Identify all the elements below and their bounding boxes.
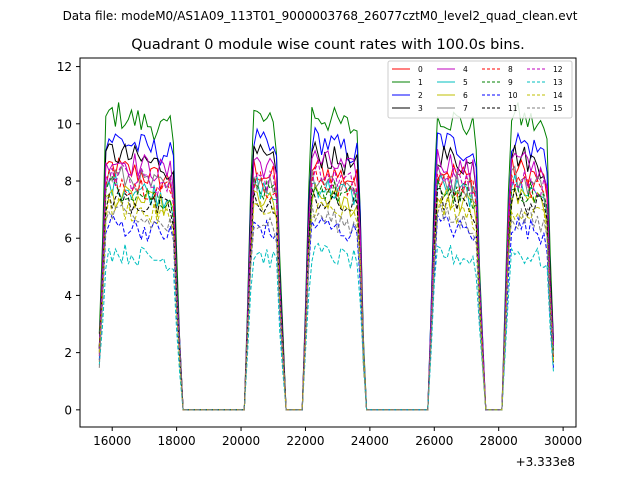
legend-label-9: 9 xyxy=(508,78,513,87)
y-tick-label: 12 xyxy=(57,60,72,74)
y-tick-label: 6 xyxy=(64,232,72,246)
legend-label-6: 6 xyxy=(463,91,468,100)
legend-label-13: 13 xyxy=(553,78,563,87)
legend-label-4: 4 xyxy=(463,65,468,74)
legend-label-7: 7 xyxy=(463,104,468,113)
y-tick-label: 8 xyxy=(64,175,72,189)
legend-label-3: 3 xyxy=(418,104,423,113)
series-line-12 xyxy=(98,160,554,411)
y-tick-label: 0 xyxy=(64,403,72,417)
series-line-13 xyxy=(98,242,554,411)
plot-area xyxy=(79,57,577,428)
series-layer xyxy=(98,102,554,411)
legend-label-15: 15 xyxy=(553,104,563,113)
x-tick-label: 30000 xyxy=(544,434,582,448)
series-line-15 xyxy=(98,203,554,411)
legend-box xyxy=(387,60,573,119)
x-tick-label: 24000 xyxy=(351,434,389,448)
y-tick-label: 10 xyxy=(57,117,72,131)
legend-label-12: 12 xyxy=(553,65,563,74)
x-tick-label: 20000 xyxy=(222,434,260,448)
legend-label-0: 0 xyxy=(418,65,423,74)
legend-label-5: 5 xyxy=(463,78,468,87)
plot-frame xyxy=(79,57,577,428)
chart-title: Quadrant 0 module wise count rates with … xyxy=(131,37,525,53)
figure-suptitle: Data file: modeM0/AS1A09_113T01_90000037… xyxy=(63,9,578,23)
x-tick-label: 18000 xyxy=(158,434,196,448)
series-line-14 xyxy=(98,195,554,411)
legend-label-8: 8 xyxy=(508,65,513,74)
x-tick-label: 16000 xyxy=(93,434,131,448)
y-tick-label: 4 xyxy=(64,289,72,303)
y-tick-label: 2 xyxy=(64,346,72,360)
x-tick-label: 26000 xyxy=(415,434,453,448)
x-tick-label: 28000 xyxy=(480,434,518,448)
legend-label-11: 11 xyxy=(508,104,518,113)
legend-label-10: 10 xyxy=(508,91,518,100)
x-offset-label: +3.333e8 xyxy=(516,455,575,469)
y-axis: 0 2 4 6 8 10 12 xyxy=(57,60,80,417)
legend-label-1: 1 xyxy=(418,78,423,87)
legend-label-14: 14 xyxy=(553,91,563,100)
x-tick-label: 22000 xyxy=(286,434,324,448)
legend-label-2: 2 xyxy=(418,91,423,100)
x-axis: 16000 18000 20000 22000 24000 26000 28000 30000 xyxy=(93,427,582,448)
